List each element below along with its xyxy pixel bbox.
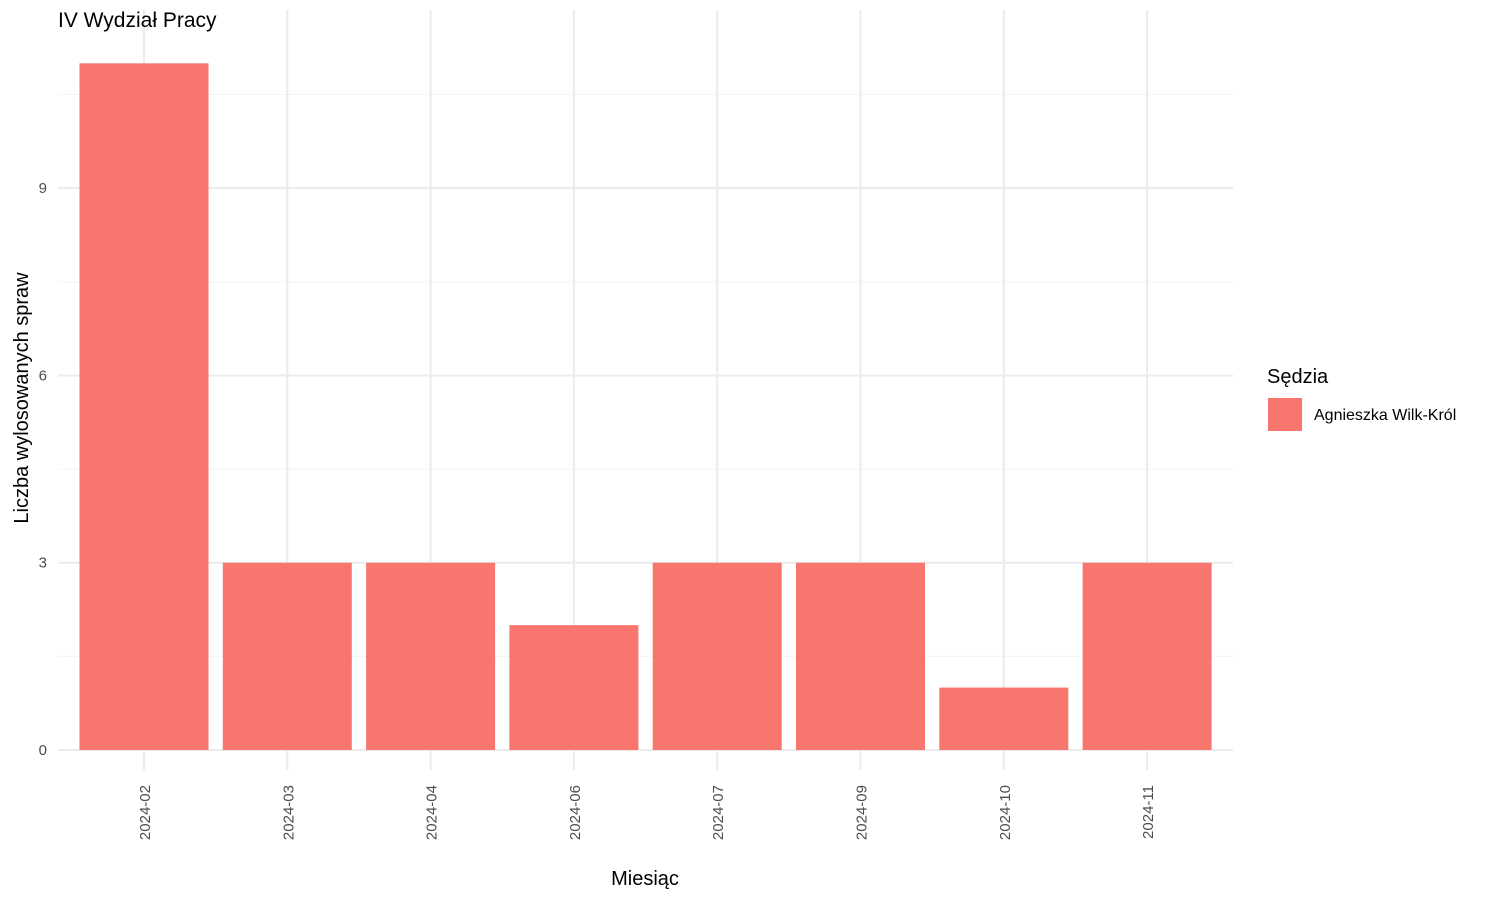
y-tick-label: 9 [39, 180, 47, 197]
legend-label: Agnieszka Wilk-Król [1314, 407, 1456, 424]
bar-2024-09 [796, 562, 925, 750]
bar-2024-11 [1082, 562, 1212, 750]
y-ticks-layer: 0 3 6 9 [39, 180, 47, 759]
legend-title: Sędzia [1267, 366, 1329, 388]
chart-title: IV Wydział Pracy [58, 9, 217, 32]
bar-2024-02 [79, 63, 209, 751]
x-tick-label: 2024-03 [280, 785, 297, 840]
x-tick-label: 2024-02 [137, 785, 154, 840]
y-tick-label: 6 [39, 367, 47, 384]
bar-2024-06 [509, 625, 639, 750]
bar-2024-07 [652, 562, 782, 750]
x-axis-title: Miesiąc [611, 868, 679, 890]
x-tick-label: 2024-04 [424, 785, 441, 840]
x-tick-label: 2024-09 [854, 785, 871, 840]
x-tick-label: 2024-10 [997, 785, 1014, 840]
x-tick-label: 2024-07 [710, 785, 727, 840]
bar-2024-03 [222, 562, 352, 750]
bar-2024-04 [366, 562, 496, 750]
bars-layer [79, 63, 1212, 751]
y-axis-title: Liczba wylosowanych spraw [11, 272, 33, 524]
y-tick-label: 0 [39, 742, 47, 759]
bar-2024-10 [939, 687, 1069, 750]
x-ticks-layer: 2024-02 2024-03 2024-04 2024-06 2024-07 2024-… [137, 785, 1157, 840]
y-tick-label: 3 [39, 555, 47, 572]
legend-key-swatch [1268, 398, 1302, 431]
x-tick-label: 2024-06 [567, 785, 584, 840]
x-tick-label: 2024-11 [1140, 785, 1157, 839]
legend: Sędzia Agnieszka Wilk-Król [1267, 366, 1456, 431]
